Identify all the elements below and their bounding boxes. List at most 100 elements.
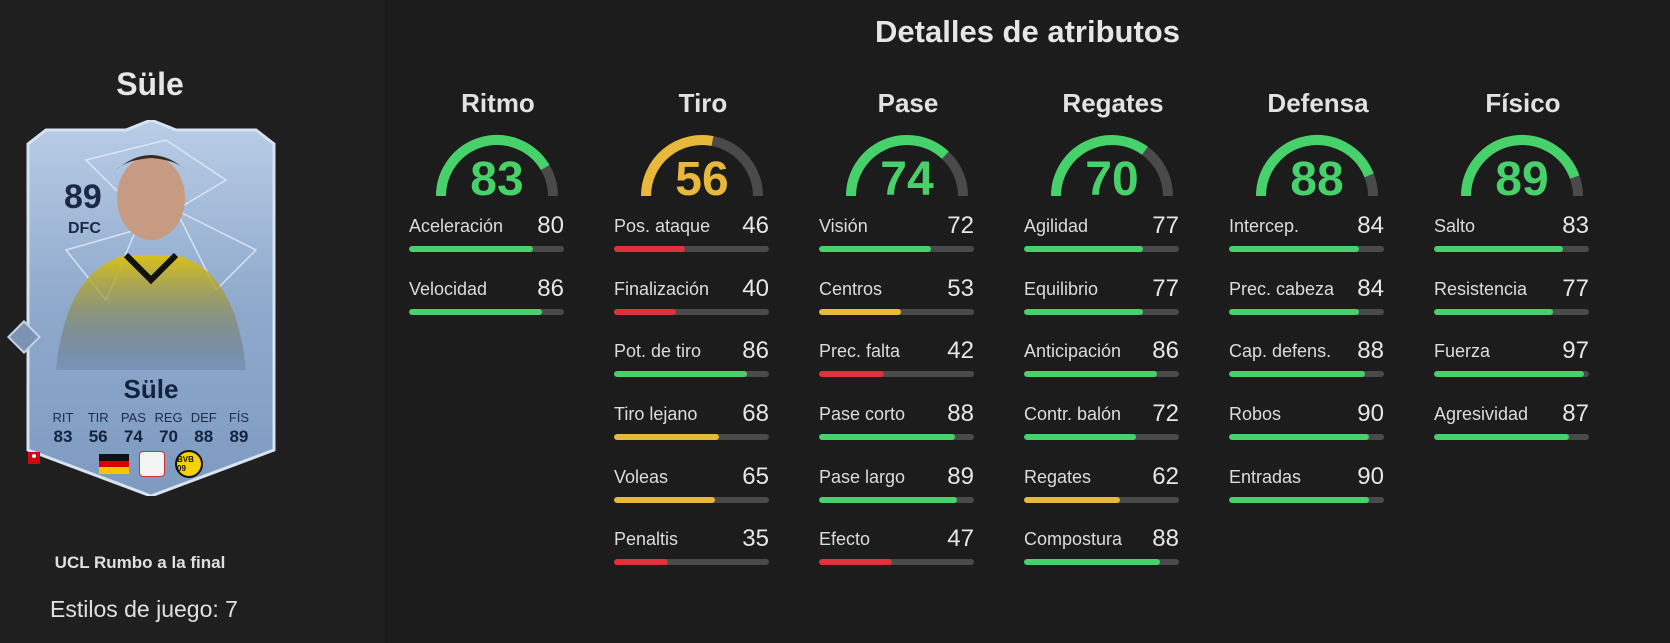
category-gauge: [436, 135, 558, 197]
attribute-row[interactable]: Tiro lejano 68: [614, 400, 769, 452]
category-value: 89: [1495, 153, 1549, 206]
attribute-bar-fill: [1024, 559, 1161, 565]
category-value: 74: [880, 153, 934, 206]
category-name: Regates: [1062, 88, 1164, 118]
attribute-row[interactable]: Cap. defens. 88: [1229, 337, 1384, 389]
attribute-bar: [819, 497, 974, 503]
attribute-value: 53: [947, 275, 974, 302]
attribute-bar: [1229, 246, 1384, 252]
card-stat-value: 70: [159, 427, 179, 446]
attribute-row[interactable]: Compostura 88: [1024, 525, 1179, 577]
attribute-row[interactable]: Efecto 47: [819, 525, 974, 577]
attribute-bar-fill: [1229, 246, 1360, 252]
gauge-fill: [436, 135, 550, 197]
attribute-bar: [409, 309, 564, 315]
attribute-row[interactable]: Prec. falta 42: [819, 337, 974, 389]
attribute-bar: [1229, 497, 1384, 503]
card-stat: DEF 88: [187, 410, 221, 447]
card-stat-value: 83: [53, 427, 73, 446]
attribute-label: Fuerza: [1434, 341, 1491, 361]
attribute-row[interactable]: Pos. ataque 46: [614, 212, 769, 264]
attribute-bar-fill: [614, 246, 686, 252]
attribute-row[interactable]: Pase largo 89: [819, 463, 974, 515]
attribute-label: Centros: [819, 279, 883, 299]
attribute-bar: [1024, 371, 1179, 377]
category-value: 88: [1290, 153, 1344, 206]
gauge-fill: [1461, 135, 1580, 197]
attribute-row[interactable]: Prec. cabeza 84: [1229, 275, 1384, 327]
attribute-row[interactable]: Pase corto 88: [819, 400, 974, 452]
attribute-bar: [819, 246, 974, 252]
card-version: UCL Rumbo a la final: [54, 553, 226, 572]
attribute-bar: [819, 371, 974, 377]
attribute-row[interactable]: Voleas 65: [614, 463, 769, 515]
attribute-label: Contr. balón: [1024, 404, 1122, 424]
attribute-bar-fill: [1229, 434, 1369, 440]
attribute-bar: [614, 559, 769, 565]
attribute-bar-fill: [1024, 434, 1136, 440]
club-crest-icon: BVB 09: [175, 450, 203, 478]
playstyles-count[interactable]: Estilos de juego: 7: [50, 596, 238, 622]
attribute-row[interactable]: Penaltis 35: [614, 525, 769, 577]
attribute-bar-fill: [819, 246, 931, 252]
attribute-row[interactable]: Aceleración 80: [409, 212, 564, 264]
attribute-row[interactable]: Intercep. 84: [1229, 212, 1384, 264]
category-gauge: [1256, 135, 1378, 197]
attribute-bar-fill: [1024, 246, 1144, 252]
attribute-label: Anticipación: [1024, 341, 1122, 361]
card-stat-label: RIT: [52, 410, 74, 425]
card-stat: RIT 83: [46, 410, 80, 447]
attribute-bar-fill: [1434, 434, 1569, 440]
attribute-bar: [1434, 246, 1589, 252]
attribute-value: 84: [1357, 212, 1384, 239]
card-badges: BVB 09: [26, 450, 276, 478]
attribute-bar: [1024, 309, 1179, 315]
attribute-row[interactable]: Fuerza 97: [1434, 337, 1589, 389]
card-stat-label: REG: [154, 410, 183, 425]
attribute-value: 88: [1357, 337, 1384, 364]
attribute-row[interactable]: Salto 83: [1434, 212, 1589, 264]
attribute-label: Pase corto: [819, 404, 906, 424]
attribute-bar: [614, 309, 769, 315]
attribute-row[interactable]: Entradas 90: [1229, 463, 1384, 515]
bundesliga-icon: [28, 451, 165, 477]
attribute-bar-fill: [819, 559, 892, 565]
attribute-row[interactable]: Agilidad 77: [1024, 212, 1179, 264]
attribute-row[interactable]: Agresividad 87: [1434, 400, 1589, 452]
attribute-bar: [1434, 434, 1589, 440]
attribute-row[interactable]: Velocidad 86: [409, 275, 564, 327]
attribute-row[interactable]: Centros 53: [819, 275, 974, 327]
attribute-bar: [1229, 434, 1384, 440]
player-card[interactable]: 89 DFC Süle RIT 83 TIR 56 PAS 74 REG 70 …: [26, 120, 276, 496]
attribute-row[interactable]: Contr. balón 72: [1024, 400, 1179, 452]
attribute-row[interactable]: Resistencia 77: [1434, 275, 1589, 327]
card-stat-label: FÍS: [228, 410, 250, 425]
category-value: 56: [675, 153, 729, 206]
attribute-bar-fill: [1024, 309, 1144, 315]
attribute-row[interactable]: Anticipación 86: [1024, 337, 1179, 389]
attribute-row[interactable]: Robos 90: [1229, 400, 1384, 452]
attribute-bar: [409, 246, 564, 252]
attribute-bar: [1434, 371, 1589, 377]
attribute-bar-fill: [819, 371, 885, 377]
category-name: Tiro: [678, 88, 728, 118]
category-name: Defensa: [1267, 88, 1369, 118]
attribute-value: 62: [1152, 463, 1179, 490]
attribute-row[interactable]: Visión 72: [819, 212, 974, 264]
attribute-bar-fill: [614, 497, 715, 503]
category-gauge: [1461, 135, 1583, 197]
attribute-column-4: Defensa 88 Intercep. 84 Prec. cabeza 84 Cap. d…: [1209, 0, 1427, 643]
attribute-bar-fill: [409, 246, 533, 252]
card-stat-label: PAS: [120, 410, 146, 425]
attribute-row[interactable]: Equilibrio 77: [1024, 275, 1179, 327]
attribute-label: Equilibrio: [1024, 279, 1099, 299]
attribute-label: Compostura: [1024, 529, 1123, 549]
attribute-row[interactable]: Finalización 40: [614, 275, 769, 327]
attribute-label: Entradas: [1229, 467, 1302, 487]
attribute-value: 86: [742, 337, 769, 364]
card-stats: RIT 83 TIR 56 PAS 74 REG 70 DEF 88 FÍS 8…: [46, 410, 256, 447]
attribute-row[interactable]: Pot. de tiro 86: [614, 337, 769, 389]
attribute-bar-fill: [1024, 371, 1158, 377]
attribute-row[interactable]: Regates 62: [1024, 463, 1179, 515]
attribute-bar: [819, 309, 974, 315]
